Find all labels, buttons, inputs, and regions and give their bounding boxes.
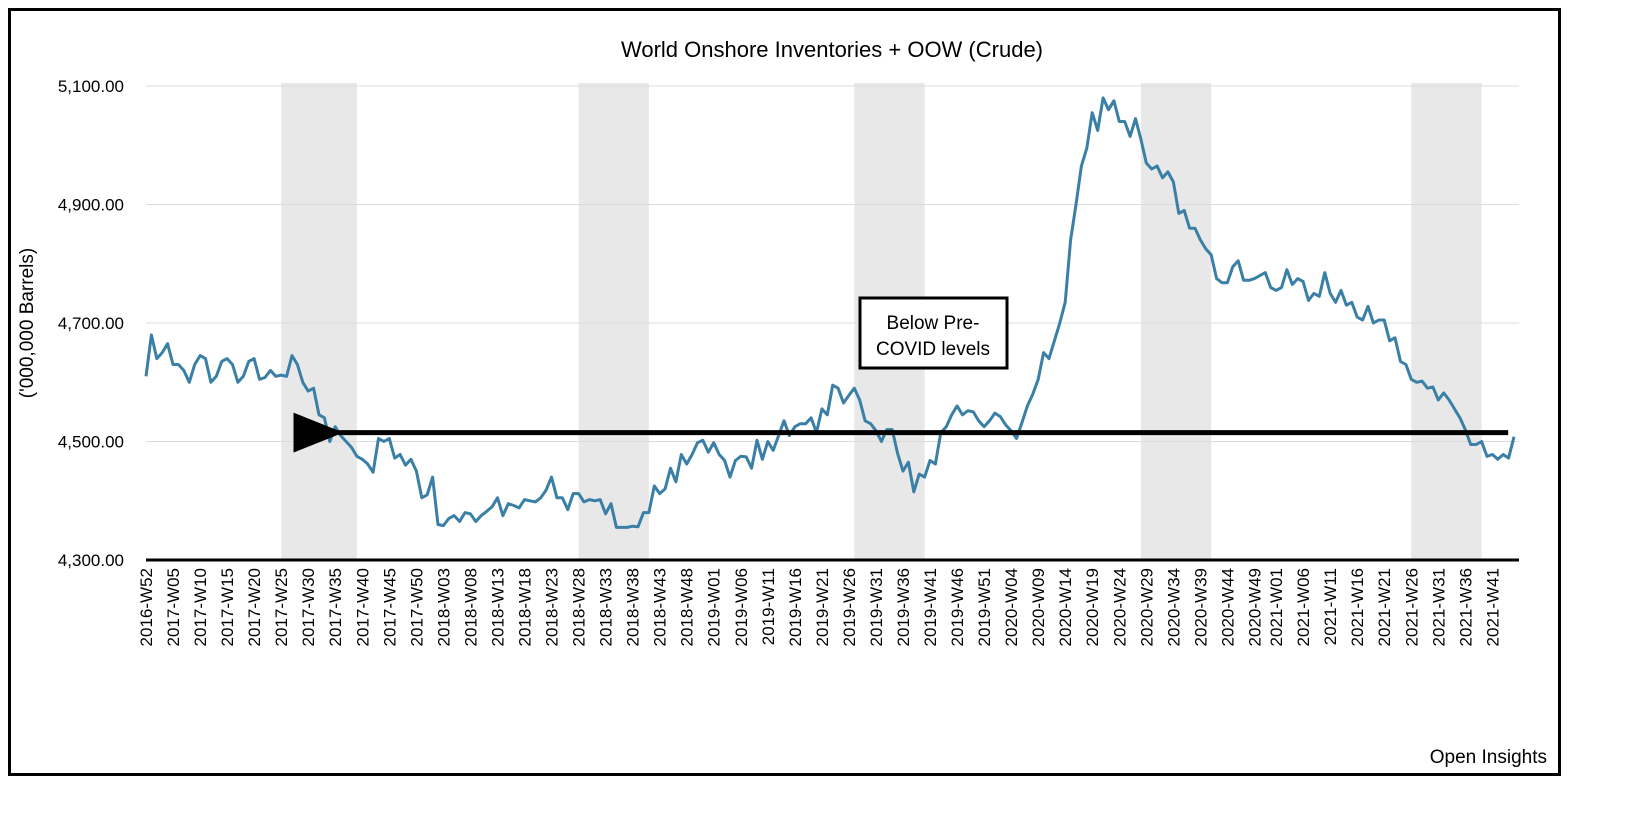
x-tick-label: 2019-W26 xyxy=(840,568,859,646)
x-tick-label: 2017-W25 xyxy=(272,568,291,646)
shaded-period-3 xyxy=(1140,83,1212,559)
gridlines xyxy=(146,85,1519,442)
x-tick-label: 2021-W01 xyxy=(1267,568,1286,646)
shaded-period-1 xyxy=(578,83,649,559)
x-tick-label: 2020-W44 xyxy=(1218,568,1237,646)
x-tick-label: 2019-W31 xyxy=(867,568,886,646)
x-tick-label: 2019-W11 xyxy=(759,568,778,645)
x-tick-label: 2020-W04 xyxy=(1002,568,1021,646)
y-axis-label: ('000,000 Barrels) xyxy=(17,248,38,398)
x-tick-label: 2018-W28 xyxy=(570,568,589,646)
x-tick-label: 2020-W39 xyxy=(1191,568,1210,646)
x-tick-label: 2021-W26 xyxy=(1402,568,1421,646)
chart-title: World Onshore Inventories + OOW (Crude) xyxy=(621,37,1043,62)
x-tick-label: 2017-W40 xyxy=(353,568,372,646)
x-axis-ticks: 2016-W52 2017-W05 2017-W10 2017-W15 2017-W20… xyxy=(137,568,1502,646)
x-tick-label: 2017-W30 xyxy=(299,568,318,646)
x-tick-label: 2021-W16 xyxy=(1348,568,1367,646)
x-tick-label: 2019-W36 xyxy=(894,568,913,646)
x-tick-label: 2017-W05 xyxy=(164,568,183,646)
x-tick-label: 2019-W06 xyxy=(732,568,751,646)
x-tick-label: 2020-W34 xyxy=(1164,568,1183,646)
x-tick-label: 2019-W21 xyxy=(813,568,832,646)
chart-frame xyxy=(8,8,1561,776)
annotation-box xyxy=(858,296,1009,370)
x-tick-label: 2018-W03 xyxy=(434,568,453,646)
shaded-period-4 xyxy=(1411,83,1482,559)
x-tick-label: 2017-W15 xyxy=(218,568,237,646)
x-tick-label: 2017-W35 xyxy=(326,568,345,646)
x-tick-label: 2018-W13 xyxy=(488,568,507,646)
y-axis-ticks: 4,300.00 4,500.00 4,700.00 4,900.00 5,100.00 xyxy=(58,77,124,570)
x-tick-label: 2019-W41 xyxy=(921,568,940,646)
shaded-period-0 xyxy=(281,83,357,559)
x-tick-label: 2019-W51 xyxy=(975,568,994,646)
y-tick-label: 4,300.00 xyxy=(58,551,124,570)
x-tick-label: 2020-W29 xyxy=(1137,568,1156,646)
y-tick-label: 4,700.00 xyxy=(58,314,124,333)
x-tick-label: 2017-W50 xyxy=(407,568,426,646)
data-series xyxy=(144,96,1516,529)
x-tick-label: 2020-W49 xyxy=(1245,568,1264,646)
annotations: Below Pre- COVID levels xyxy=(293,296,1509,453)
x-tick-label: 2021-W31 xyxy=(1429,568,1448,646)
x-tick-label: 2017-W45 xyxy=(380,568,399,646)
x-tick-label: 2020-W19 xyxy=(1083,568,1102,646)
x-tick-label: 2018-W08 xyxy=(461,568,480,646)
x-tick-label: 2018-W23 xyxy=(543,568,562,646)
y-tick-label: 4,500.00 xyxy=(58,433,124,452)
x-tick-label: 2021-W36 xyxy=(1456,568,1475,646)
annotation-line-1: Below Pre- xyxy=(887,313,980,334)
x-tick-label: 2020-W09 xyxy=(1029,568,1048,646)
x-tick-label: 2018-W38 xyxy=(624,568,643,646)
x-tick-label: 2017-W20 xyxy=(245,568,264,646)
x-tick-label: 2021-W21 xyxy=(1375,568,1394,646)
x-tick-label: 2018-W18 xyxy=(515,568,534,646)
source-credit: Open Insights xyxy=(1430,747,1547,768)
x-tick-label: 2016-W52 xyxy=(137,568,156,646)
x-tick-label: 2020-W24 xyxy=(1110,568,1129,646)
x-tick-label: 2021-W11 xyxy=(1321,568,1340,645)
annotation-line-2: COVID levels xyxy=(876,339,990,360)
y-tick-label: 4,900.00 xyxy=(58,196,124,215)
x-tick-label: 2019-W16 xyxy=(786,568,805,646)
x-tick-label: 2020-W14 xyxy=(1056,568,1075,646)
x-tick-label: 2018-W43 xyxy=(651,568,670,646)
x-tick-label: 2021-W06 xyxy=(1294,568,1313,646)
x-tick-label: 2018-W33 xyxy=(597,568,616,646)
x-tick-label: 2019-W01 xyxy=(705,568,724,646)
y-tick-label: 5,100.00 xyxy=(58,77,124,96)
x-tick-label: 2017-W10 xyxy=(191,568,210,646)
inventory-series-line xyxy=(144,96,1516,529)
x-tick-label: 2021-W41 xyxy=(1483,568,1502,646)
x-tick-label: 2018-W48 xyxy=(678,568,697,646)
x-tick-label: 2019-W46 xyxy=(948,568,967,646)
